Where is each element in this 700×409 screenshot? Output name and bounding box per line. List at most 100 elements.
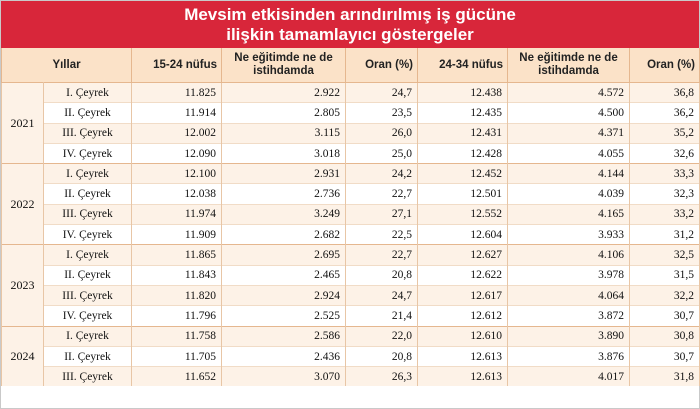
- year-label: 2021: [1, 81, 44, 164]
- cell-neet-24-34: 3.933: [507, 224, 631, 245]
- cell-pop-15-24: 12.090: [131, 142, 223, 164]
- cell-pop-15-24: 12.100: [131, 163, 223, 184]
- cell-pop-24-34: 12.604: [417, 224, 509, 245]
- header-row: Yıllar 15-24 nüfus Ne eğitimde ne de ist…: [0, 48, 700, 83]
- cell-pop-15-24: 11.843: [131, 264, 223, 286]
- cell-neet-24-34: 4.144: [507, 163, 631, 184]
- year-label: 2024: [1, 325, 44, 387]
- cell-pop-15-24: 11.865: [131, 244, 223, 266]
- year-label: 2022: [1, 163, 44, 245]
- header-neet-24-34: Ne eğitimde ne de istihdamda: [507, 48, 631, 83]
- table-row: III. Çeyrek 11.974 3.249 27,1 12.552 4.165 33,…: [2, 203, 700, 225]
- table-row: II. Çeyrek 12.038 2.736 22,7 12.501 4.039 32,3: [2, 183, 700, 205]
- quarter-label: II. Çeyrek: [42, 102, 133, 124]
- cell-pop-15-24: 11.825: [131, 81, 223, 103]
- cell-pop-24-34: 12.613: [417, 366, 509, 387]
- quarter-label: I. Çeyrek: [42, 325, 133, 347]
- cell-pop-24-34: 12.435: [417, 102, 509, 124]
- cell-neet-24-34: 4.106: [507, 244, 631, 266]
- quarter-label: I. Çeyrek: [42, 244, 133, 266]
- cell-rate-24-34: 32,2: [629, 284, 700, 306]
- table-row: 2024 I. Çeyrek 11.758 2.586 22,0 12.610 3.890 3…: [1, 325, 700, 387]
- cell-rate-24-34: 31,8: [629, 366, 700, 387]
- cell-rate-15-24: 24,7: [345, 81, 419, 103]
- cell-rate-15-24: 25,0: [345, 142, 419, 164]
- quarter-label: IV. Çeyrek: [42, 305, 133, 327]
- cell-neet-15-24: 2.805: [221, 102, 347, 124]
- cell-neet-15-24: 3.070: [221, 366, 347, 387]
- cell-neet-15-24: 2.465: [221, 264, 347, 286]
- cell-pop-15-24: 11.914: [131, 102, 223, 124]
- table-row: IV. Çeyrek 11.796 2.525 21,4 12.612 3.872 30,7: [2, 305, 700, 327]
- year-label: 2023: [1, 244, 44, 327]
- cell-pop-24-34: 12.552: [417, 203, 509, 225]
- cell-rate-15-24: 24,2: [345, 163, 419, 184]
- cell-pop-24-34: 12.627: [417, 244, 509, 266]
- cell-neet-15-24: 2.736: [221, 183, 347, 205]
- table-row: IV. Çeyrek 11.909 2.682 22,5 12.604 3.933 31,2: [2, 224, 700, 245]
- cell-neet-15-24: 3.018: [221, 142, 347, 164]
- cell-neet-24-34: 4.055: [507, 142, 631, 164]
- table-body: 2021 I. Çeyrek 11.825 2.922 24,7 12.438 4.572 3…: [1, 81, 700, 387]
- header-pop-15-24: 15-24 nüfus: [131, 48, 223, 83]
- table-row: III. Çeyrek 11.820 2.924 24,7 12.617 4.064 32,…: [2, 284, 700, 306]
- cell-rate-15-24: 24,7: [345, 284, 419, 306]
- cell-rate-15-24: 22,7: [345, 244, 419, 266]
- cell-neet-15-24: 3.249: [221, 203, 347, 225]
- cell-pop-15-24: 11.909: [131, 224, 223, 245]
- cell-neet-24-34: 4.165: [507, 203, 631, 225]
- header-neet-15-24: Ne eğitimde ne de istihdamda: [221, 48, 347, 83]
- quarter-label: III. Çeyrek: [42, 122, 133, 144]
- quarter-label: I. Çeyrek: [42, 163, 133, 184]
- cell-rate-24-34: 31,5: [629, 264, 700, 286]
- quarter-label: I. Çeyrek: [42, 81, 133, 103]
- cell-pop-15-24: 12.038: [131, 183, 223, 205]
- quarter-label: III. Çeyrek: [42, 366, 133, 387]
- cell-rate-15-24: 26,0: [345, 122, 419, 144]
- cell-pop-15-24: 11.705: [131, 345, 223, 367]
- cell-neet-15-24: 3.115: [221, 122, 347, 144]
- cell-rate-15-24: 26,3: [345, 366, 419, 387]
- header-rate-15-24: Oran (%): [345, 48, 419, 83]
- cell-rate-24-34: 31,2: [629, 224, 700, 245]
- cell-neet-15-24: 2.525: [221, 305, 347, 327]
- cell-neet-15-24: 2.924: [221, 284, 347, 306]
- cell-rate-24-34: 33,3: [629, 163, 700, 184]
- cell-rate-24-34: 32,5: [629, 244, 700, 266]
- table-row: II. Çeyrek 11.914 2.805 23,5 12.435 4.500 36,2: [2, 102, 700, 124]
- header-pop-24-34: 24-34 nüfus: [417, 48, 509, 83]
- cell-pop-24-34: 12.622: [417, 264, 509, 286]
- cell-pop-15-24: 11.974: [131, 203, 223, 225]
- cell-rate-15-24: 27,1: [345, 203, 419, 225]
- cell-neet-24-34: 3.872: [507, 305, 631, 327]
- cell-rate-15-24: 22,5: [345, 224, 419, 245]
- quarter-label: IV. Çeyrek: [42, 142, 133, 164]
- cell-pop-24-34: 12.501: [417, 183, 509, 205]
- title-line-2: ilişkin tamamlayıcı göstergeler: [226, 25, 474, 44]
- cell-rate-24-34: 32,3: [629, 183, 700, 205]
- cell-neet-24-34: 3.876: [507, 345, 631, 367]
- cell-pop-24-34: 12.431: [417, 122, 509, 144]
- quarter-label: III. Çeyrek: [42, 284, 133, 306]
- cell-pop-24-34: 12.452: [417, 163, 509, 184]
- cell-neet-15-24: 2.922: [221, 81, 347, 103]
- cell-rate-15-24: 22,7: [345, 183, 419, 205]
- quarter-label: II. Çeyrek: [42, 183, 133, 205]
- cell-pop-15-24: 11.820: [131, 284, 223, 306]
- title-line-1: Mevsim etkisinden arındırılmış iş gücüne: [184, 5, 516, 24]
- cell-rate-15-24: 20,8: [345, 264, 419, 286]
- cell-rate-24-34: 30,8: [629, 325, 700, 347]
- table-row: 2023 I. Çeyrek 11.865 2.695 22,7 12.627 4.106 3…: [1, 244, 700, 327]
- cell-rate-24-34: 30,7: [629, 345, 700, 367]
- cell-neet-24-34: 4.017: [507, 366, 631, 387]
- cell-neet-15-24: 2.586: [221, 325, 347, 347]
- table-row: II. Çeyrek 11.705 2.436 20,8 12.613 3.876 30,7: [2, 345, 700, 367]
- cell-rate-15-24: 23,5: [345, 102, 419, 124]
- cell-pop-24-34: 12.612: [417, 305, 509, 327]
- cell-neet-24-34: 4.064: [507, 284, 631, 306]
- cell-pop-15-24: 11.758: [131, 325, 223, 347]
- cell-neet-24-34: 4.500: [507, 102, 631, 124]
- table-row: IV. Çeyrek 12.090 3.018 25,0 12.428 4.055 32,6: [2, 142, 700, 164]
- table-row: III. Çeyrek 11.652 3.070 26,3 12.613 4.017 31,…: [2, 366, 700, 387]
